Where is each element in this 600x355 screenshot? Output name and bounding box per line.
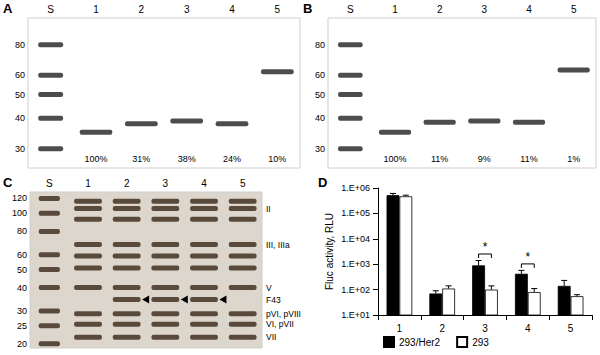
svg-text:1: 1 bbox=[85, 178, 91, 189]
svg-text:1.E+05: 1.E+05 bbox=[341, 208, 370, 218]
svg-text:pVI, pVIII: pVI, pVIII bbox=[266, 309, 301, 319]
svg-text:2: 2 bbox=[437, 4, 443, 15]
svg-text:VII: VII bbox=[266, 332, 276, 342]
svg-text:60: 60 bbox=[15, 70, 25, 80]
svg-text:9%: 9% bbox=[478, 154, 491, 164]
svg-text:3: 3 bbox=[482, 323, 488, 334]
svg-text:1: 1 bbox=[397, 323, 403, 334]
svg-text:1.E+01: 1.E+01 bbox=[341, 310, 370, 320]
svg-text:2: 2 bbox=[124, 178, 130, 189]
svg-text:*: * bbox=[483, 240, 488, 254]
svg-text:3: 3 bbox=[184, 4, 190, 15]
svg-text:4: 4 bbox=[525, 323, 531, 334]
svg-text:40: 40 bbox=[315, 113, 325, 123]
svg-text:120: 120 bbox=[12, 193, 27, 203]
svg-text:II: II bbox=[266, 204, 271, 214]
svg-text:1: 1 bbox=[392, 4, 398, 15]
svg-text:25: 25 bbox=[17, 321, 27, 331]
svg-text:50: 50 bbox=[315, 90, 325, 100]
svg-text:50: 50 bbox=[17, 265, 27, 275]
svg-text:F43: F43 bbox=[266, 295, 281, 305]
svg-text:5: 5 bbox=[568, 323, 574, 334]
svg-text:V: V bbox=[266, 283, 272, 293]
svg-text:2: 2 bbox=[439, 323, 445, 334]
svg-text:4: 4 bbox=[201, 178, 207, 189]
svg-text:24%: 24% bbox=[223, 154, 241, 164]
svg-text:40: 40 bbox=[15, 113, 25, 123]
svg-text:293/Her2: 293/Her2 bbox=[399, 337, 441, 348]
svg-text:C: C bbox=[3, 175, 13, 190]
svg-text:2: 2 bbox=[139, 4, 145, 15]
svg-text:5: 5 bbox=[275, 4, 281, 15]
svg-text:A: A bbox=[3, 1, 13, 16]
svg-text:60: 60 bbox=[315, 70, 325, 80]
svg-text:3: 3 bbox=[482, 4, 488, 15]
svg-text:5: 5 bbox=[240, 178, 246, 189]
svg-text:1: 1 bbox=[93, 4, 99, 15]
svg-text:S: S bbox=[347, 4, 354, 15]
svg-text:1.E+04: 1.E+04 bbox=[341, 234, 370, 244]
svg-text:4: 4 bbox=[526, 4, 532, 15]
svg-text:S: S bbox=[46, 178, 53, 189]
svg-text:S: S bbox=[47, 4, 54, 15]
svg-text:40: 40 bbox=[17, 283, 27, 293]
svg-text:Fluc activity, RLU: Fluc activity, RLU bbox=[324, 213, 335, 290]
svg-text:1.E+03: 1.E+03 bbox=[341, 259, 370, 269]
svg-text:30: 30 bbox=[15, 144, 25, 154]
svg-text:*: * bbox=[525, 250, 530, 264]
svg-text:80: 80 bbox=[17, 226, 27, 236]
svg-text:11%: 11% bbox=[431, 154, 448, 164]
svg-text:30: 30 bbox=[315, 144, 325, 154]
svg-text:1.E+06: 1.E+06 bbox=[341, 183, 370, 193]
svg-text:80: 80 bbox=[315, 40, 325, 50]
svg-text:1.E+02: 1.E+02 bbox=[341, 285, 370, 295]
svg-text:5: 5 bbox=[571, 4, 577, 15]
svg-text:60: 60 bbox=[17, 250, 27, 260]
svg-text:31%: 31% bbox=[132, 154, 150, 164]
svg-text:D: D bbox=[318, 175, 327, 190]
svg-text:10%: 10% bbox=[268, 154, 286, 164]
svg-text:3: 3 bbox=[163, 178, 169, 189]
svg-text:1%: 1% bbox=[567, 154, 580, 164]
svg-text:100%: 100% bbox=[383, 154, 406, 164]
svg-text:100: 100 bbox=[12, 208, 27, 218]
svg-text:III, IIIa: III, IIIa bbox=[266, 240, 290, 250]
svg-text:50: 50 bbox=[15, 90, 25, 100]
svg-text:80: 80 bbox=[15, 40, 25, 50]
svg-text:B: B bbox=[303, 1, 312, 16]
svg-text:11%: 11% bbox=[520, 154, 537, 164]
svg-text:30: 30 bbox=[17, 306, 27, 316]
svg-text:4: 4 bbox=[229, 4, 235, 15]
svg-text:293: 293 bbox=[472, 337, 489, 348]
svg-text:38%: 38% bbox=[178, 154, 196, 164]
svg-text:VI, pVII: VI, pVII bbox=[266, 319, 294, 329]
svg-text:100%: 100% bbox=[84, 154, 107, 164]
svg-text:20: 20 bbox=[17, 339, 27, 349]
